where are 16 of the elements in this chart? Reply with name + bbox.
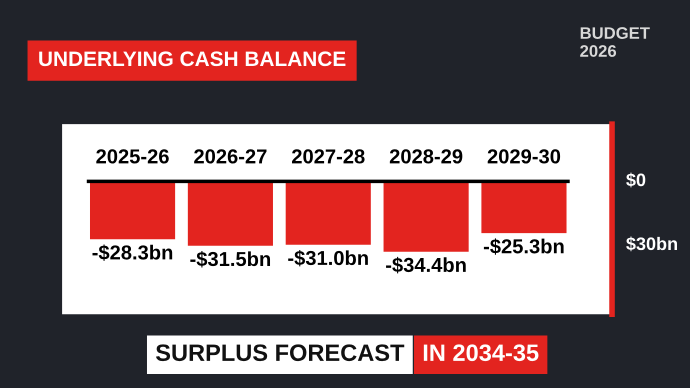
text: BUDGET 2026: [580, 27, 650, 57]
data-label: -$31.0bn: [288, 250, 368, 266]
x-tick-label: 2025-26: [96, 149, 169, 164]
data-label: -$31.5bn: [190, 251, 270, 268]
text: SURPLUS FORECAST: [156, 344, 404, 362]
data-label: -$28.3bn: [92, 244, 172, 261]
data-label: -$25.3bn: [484, 238, 564, 255]
x-tick-label: 2027-28: [292, 149, 365, 164]
text: $0: [626, 172, 646, 188]
x-tick-label: 2026-27: [194, 149, 266, 164]
text: $30bn: [626, 236, 677, 252]
x-tick-label: 2029-30: [488, 149, 560, 164]
data-label: -$34.4bn: [386, 256, 466, 274]
text: IN 2034-35: [424, 344, 538, 362]
chart-title: UNDERLYING CASH BALANCE: [39, 51, 346, 66]
x-tick-label: 2028-29: [390, 149, 462, 164]
